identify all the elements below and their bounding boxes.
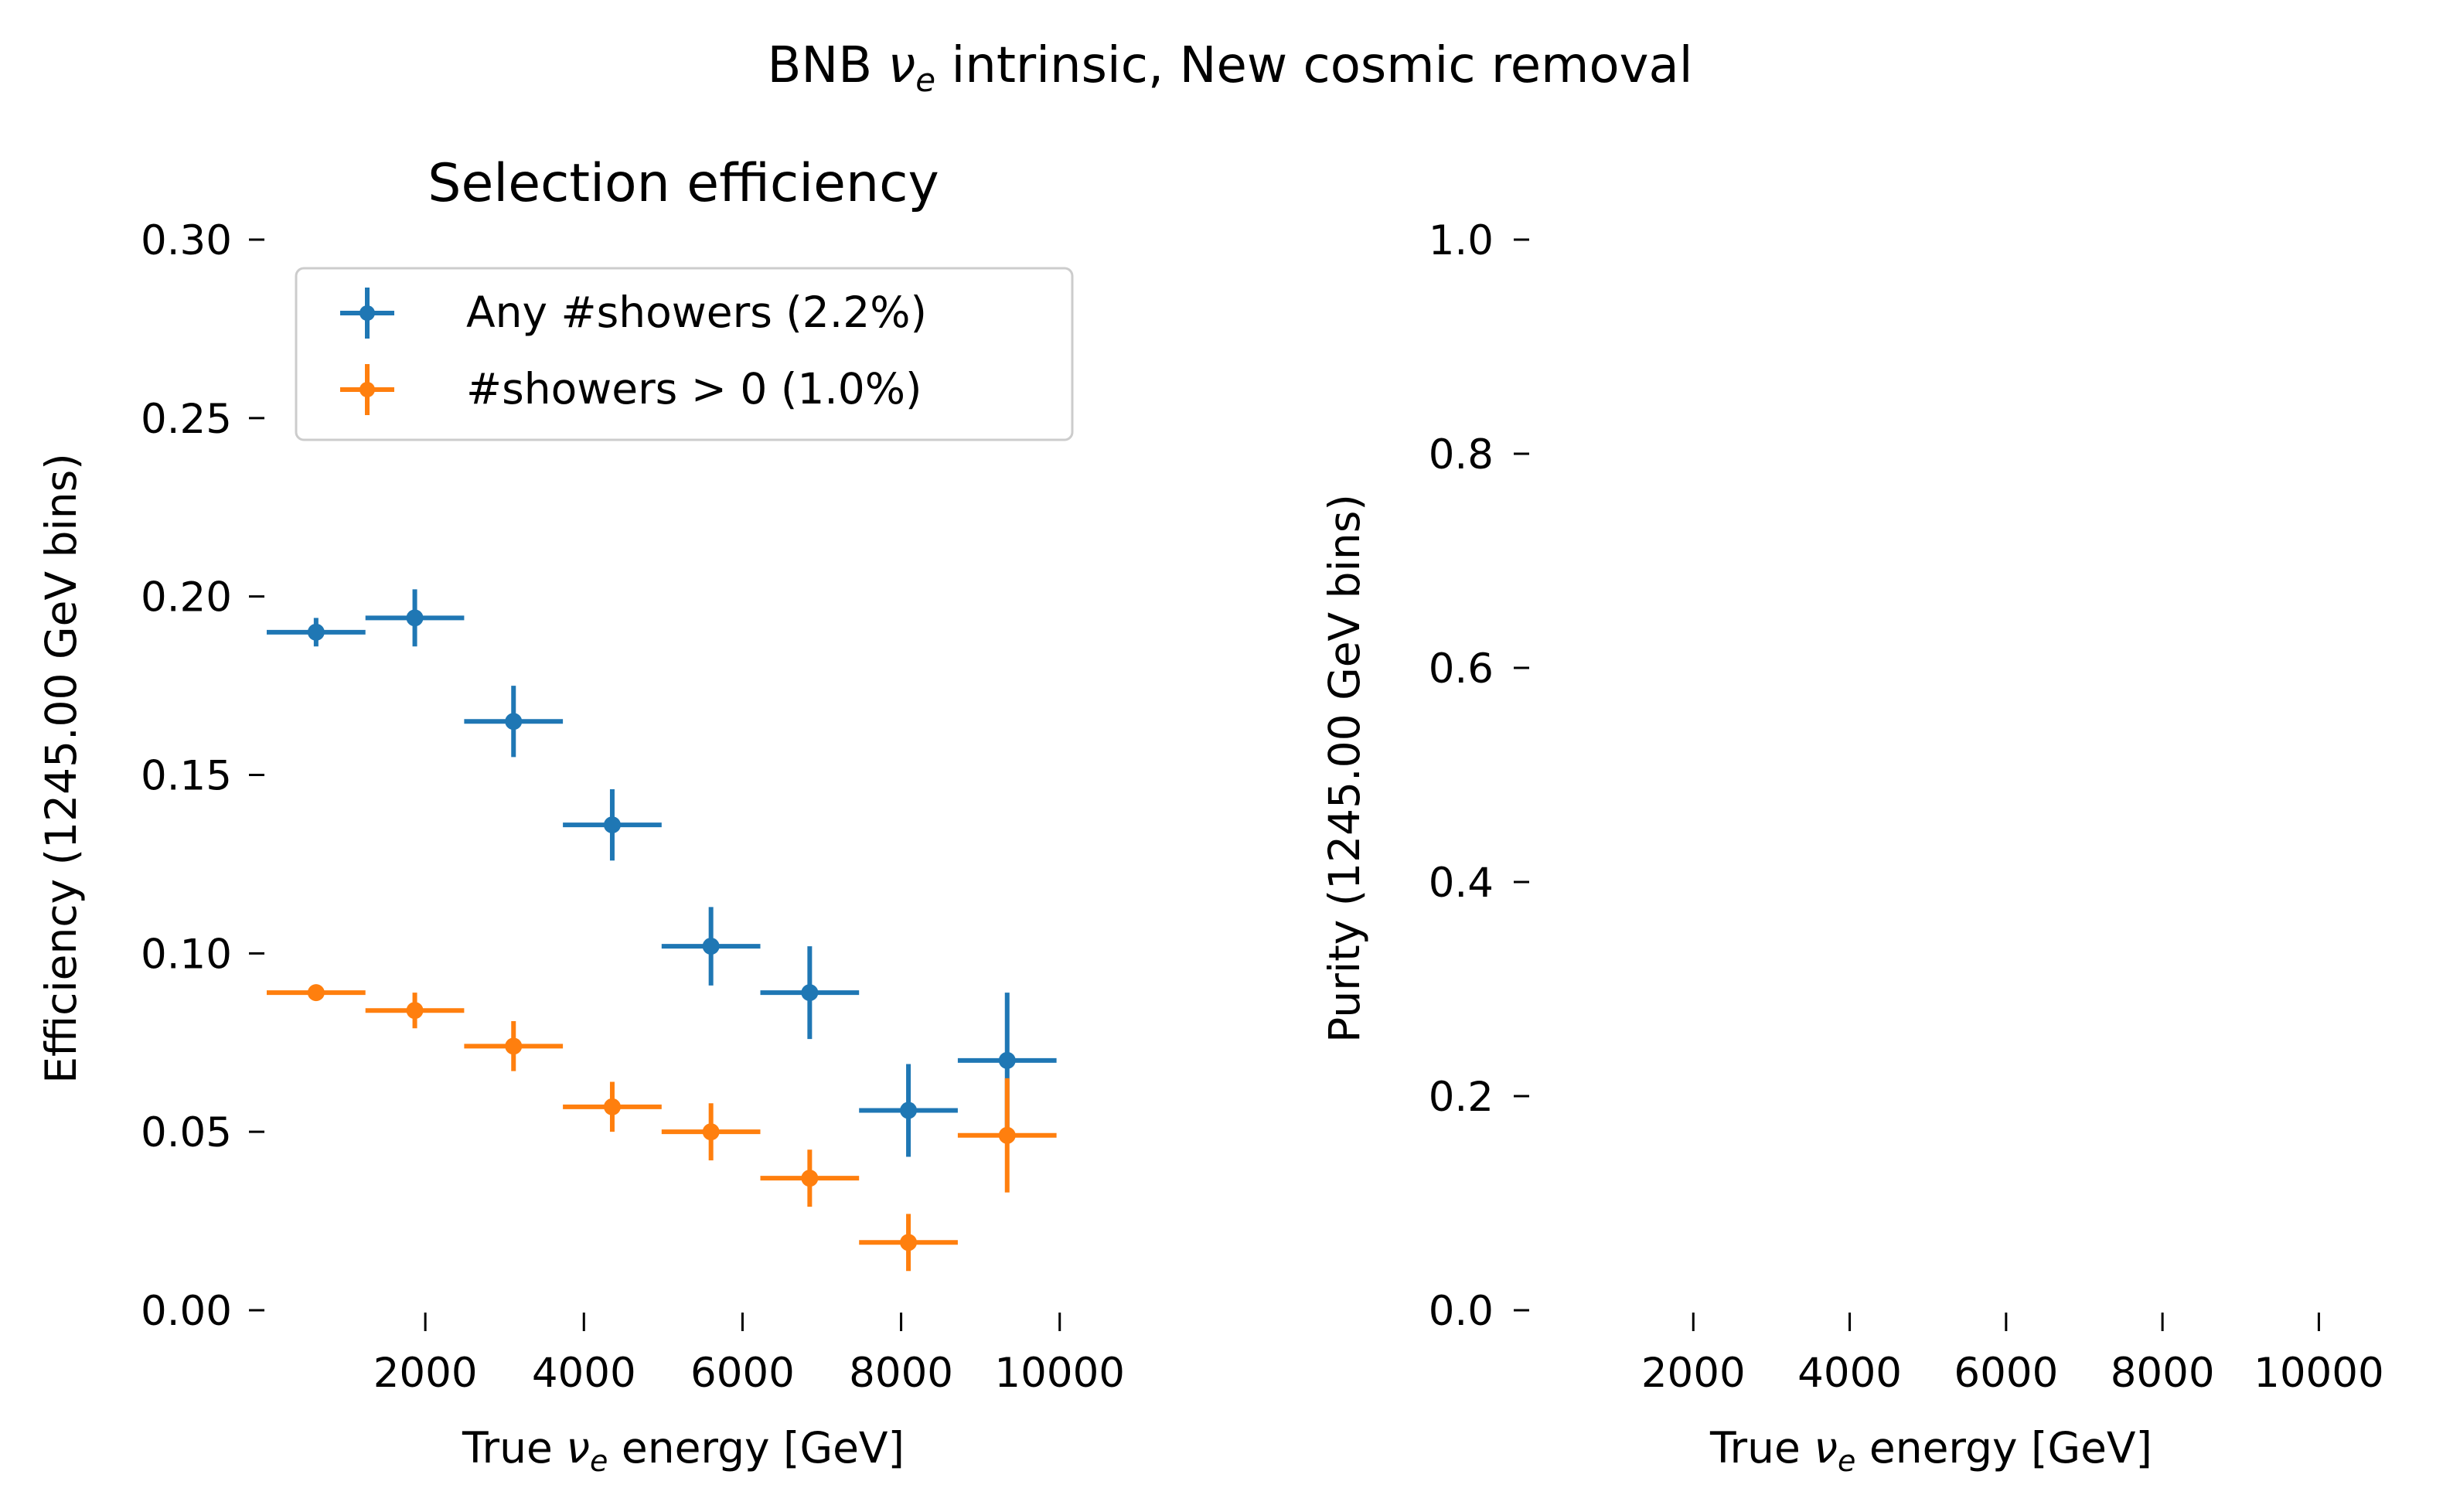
legend-marker-any-showers-dot xyxy=(359,305,375,321)
x-tick-label: 2000 xyxy=(373,1350,478,1397)
figure-title-nu: ν xyxy=(888,37,916,94)
data-marker xyxy=(998,1126,1016,1144)
data-marker xyxy=(801,1170,819,1187)
figure-title-part-2: intrinsic, New cosmic removal xyxy=(935,37,1692,94)
data-marker xyxy=(603,1098,621,1115)
y-tick-label: 0.30 xyxy=(141,217,232,264)
x-tick-label: 10000 xyxy=(2254,1350,2384,1397)
data-point xyxy=(464,1021,564,1071)
y-tick-label: 1.0 xyxy=(1429,217,1494,264)
legend-marker-showers-gt-0-dot xyxy=(359,382,375,397)
data-point xyxy=(859,1214,958,1272)
data-point xyxy=(267,618,366,647)
data-point xyxy=(661,907,761,986)
x-tick-label: 6000 xyxy=(1954,1350,2058,1397)
data-point xyxy=(760,946,860,1040)
data-marker xyxy=(307,623,325,641)
data-point xyxy=(760,1149,860,1207)
y-tick-label: 0.25 xyxy=(141,396,232,443)
purity-y-label: Purity (1245.00 GeV bins) xyxy=(1320,494,1369,1043)
y-tick-label: 0.00 xyxy=(141,1288,232,1335)
data-marker xyxy=(900,1102,918,1119)
data-marker xyxy=(900,1234,918,1251)
efficiency-y-axis: 0.00 0.05 0.10 0.15 0.20 0.25 0.30 xyxy=(141,217,264,1335)
data-point xyxy=(464,686,564,758)
y-tick-label: 0.2 xyxy=(1429,1074,1494,1121)
efficiency-panel: Selection efficiency 0.00 0.05 0.10 0.15 0.2… xyxy=(36,153,1125,1478)
x-tick-label: 6000 xyxy=(690,1350,795,1397)
data-marker xyxy=(702,938,720,955)
x-tick-label: 4000 xyxy=(532,1350,636,1397)
x-tick-label: 8000 xyxy=(849,1350,953,1397)
y-tick-label: 0.15 xyxy=(141,753,232,800)
data-point xyxy=(563,1081,662,1132)
y-tick-label: 0.8 xyxy=(1429,431,1494,478)
y-tick-label: 0.4 xyxy=(1429,860,1494,907)
data-marker xyxy=(505,713,523,730)
y-tick-label: 0.20 xyxy=(141,574,232,621)
series-showers-gt-0 xyxy=(267,984,1057,1272)
efficiency-x-label-nu: ν xyxy=(566,1423,590,1473)
data-marker xyxy=(603,816,621,834)
efficiency-x-label: True νe energy [GeV] xyxy=(462,1423,905,1478)
purity-x-axis: 2000 4000 6000 8000 10000 xyxy=(1641,1313,2384,1397)
x-tick-label: 10000 xyxy=(994,1350,1125,1397)
efficiency-x-axis: 2000 4000 6000 8000 10000 xyxy=(373,1313,1125,1397)
legend-entry-any-showers: Any #showers (2.2%) xyxy=(340,288,927,339)
figure-title-subscript: e xyxy=(915,61,935,99)
data-point xyxy=(267,984,366,1002)
data-marker xyxy=(406,609,424,627)
data-marker xyxy=(801,984,819,1002)
purity-x-label-subscript: e xyxy=(1838,1444,1855,1478)
purity-x-label-part-2: energy [GeV] xyxy=(1855,1423,2152,1473)
data-marker xyxy=(307,984,325,1002)
data-point xyxy=(957,1078,1057,1193)
purity-panel: 0.0 0.2 0.4 0.6 0.8 1.0 2000 4000 6000 8000 10000… xyxy=(1320,217,2384,1478)
purity-x-label: True νe energy [GeV] xyxy=(1709,1423,2152,1478)
y-tick-label: 0.0 xyxy=(1429,1288,1494,1335)
legend: Any #showers (2.2%) #showers > 0 (1.0%) xyxy=(295,267,1074,441)
legend-frame xyxy=(295,267,1074,441)
legend-entry-showers-gt-0: #showers > 0 (1.0%) xyxy=(340,364,922,415)
efficiency-x-label-part-2: energy [GeV] xyxy=(608,1423,905,1473)
efficiency-y-label: Efficiency (1245.00 GeV bins) xyxy=(36,453,86,1084)
figure-title: BNB νe intrinsic, New cosmic removal xyxy=(768,37,1693,99)
purity-x-label-nu: ν xyxy=(1814,1423,1838,1473)
x-tick-label: 4000 xyxy=(1797,1350,1902,1397)
y-tick-label: 0.10 xyxy=(141,931,232,978)
series-any-showers xyxy=(267,589,1057,1157)
efficiency-x-label-part-1: True xyxy=(462,1423,566,1473)
y-tick-label: 0.05 xyxy=(141,1109,232,1156)
figure-title-part-1: BNB xyxy=(768,37,888,94)
purity-x-label-part-1: True xyxy=(1709,1423,1814,1473)
data-marker xyxy=(505,1037,523,1055)
data-marker xyxy=(998,1051,1016,1069)
x-tick-label: 8000 xyxy=(2111,1350,2215,1397)
data-point xyxy=(563,788,662,861)
legend-label-any-showers: Any #showers (2.2%) xyxy=(466,288,927,337)
data-point xyxy=(365,589,465,647)
purity-y-axis: 0.0 0.2 0.4 0.6 0.8 1.0 xyxy=(1429,217,1529,1335)
data-point xyxy=(859,1064,958,1157)
efficiency-panel-title: Selection efficiency xyxy=(428,153,939,214)
x-tick-label: 2000 xyxy=(1641,1350,1746,1397)
data-point xyxy=(365,993,465,1029)
data-marker xyxy=(702,1123,720,1141)
data-marker xyxy=(406,1002,424,1020)
data-point xyxy=(661,1103,761,1161)
legend-label-showers-gt-0: #showers > 0 (1.0%) xyxy=(466,364,922,414)
y-tick-label: 0.6 xyxy=(1429,645,1494,693)
efficiency-data-marks xyxy=(267,589,1057,1272)
efficiency-x-label-subscript: e xyxy=(590,1444,608,1478)
